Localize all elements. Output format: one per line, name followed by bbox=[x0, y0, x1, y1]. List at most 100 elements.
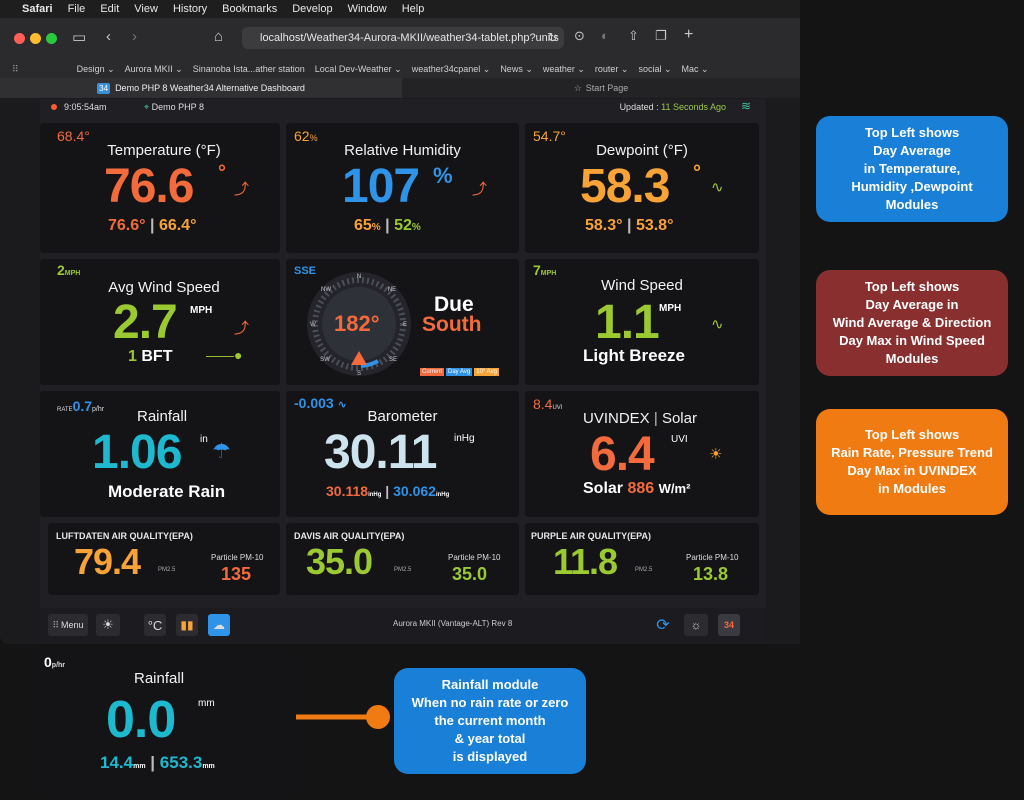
barometer-max-min: 30.118inHg | 30.062inHg bbox=[326, 483, 450, 499]
uv-unit: UVI bbox=[671, 434, 688, 445]
uv-value: 6.4 bbox=[590, 428, 655, 481]
rainfall-module[interactable]: RATE0.7p/hr Rainfall 1.06 in ☂ Moderate … bbox=[40, 391, 280, 517]
fav-design[interactable]: Design ⌄ bbox=[76, 63, 115, 74]
share-icon[interactable]: ⇧ bbox=[628, 28, 639, 43]
menu-button[interactable]: ⠿ Menu bbox=[48, 614, 88, 636]
zoom-window-button[interactable] bbox=[46, 33, 57, 44]
star-icon: ☆ bbox=[573, 82, 582, 93]
brightness-button[interactable]: ☀ bbox=[96, 614, 120, 636]
lamp-icon: ☼ bbox=[690, 618, 702, 632]
compass-legend: Current Day Avg 10° Avg bbox=[420, 368, 499, 376]
address-bar[interactable]: localhost/Weather34-Aurora-MKII/weather3… bbox=[242, 27, 564, 49]
humidity-max-min: 65% | 52% bbox=[354, 217, 421, 234]
menu-app-safari[interactable]: Safari bbox=[22, 3, 53, 15]
barometer-module[interactable]: -0.003 ∿ Barometer 30.11 inHg 30.118inHg… bbox=[286, 391, 519, 517]
rainfall-title: Rainfall bbox=[137, 408, 188, 425]
downloads-icon[interactable]: ⊙ bbox=[574, 28, 585, 43]
compass-ne: NE bbox=[388, 287, 396, 293]
light-mode-button[interactable]: ☼ bbox=[684, 614, 708, 636]
fav-local-dev[interactable]: Local Dev-Weather ⌄ bbox=[314, 63, 402, 74]
aq-luftdaten-module[interactable]: LUFTDATEN AIR QUALITY(EPA) 79.4 PM2.5 Pa… bbox=[48, 523, 280, 595]
aq-luftdaten-title: LUFTDATEN AIR QUALITY(EPA) bbox=[56, 531, 193, 541]
uv-title: UVINDEX | Solar bbox=[583, 410, 697, 427]
close-window-button[interactable] bbox=[14, 33, 25, 44]
unit-toggle-button[interactable]: °C bbox=[144, 614, 166, 636]
new-tab-icon[interactable]: + bbox=[684, 26, 694, 43]
tab-start-page[interactable]: ☆ Start Page bbox=[402, 78, 800, 98]
temp-day-average: 68.4° bbox=[57, 128, 90, 144]
avg-wind-unit: MPH bbox=[190, 305, 213, 316]
compass-sw: SW bbox=[320, 357, 330, 363]
wind-degrees: 182° bbox=[334, 311, 380, 336]
compass-e: E bbox=[403, 322, 407, 328]
uv-solar-module[interactable]: 8.4UVI UVINDEX | Solar 6.4 UVI ☀ Solar 8… bbox=[525, 391, 759, 517]
home-icon[interactable]: ⌂ bbox=[214, 28, 224, 45]
aq-luftdaten-value: 79.4 bbox=[74, 541, 141, 582]
temperature-module[interactable]: 68.4° Temperature (°F) 76.6 ° ⤴ 76.6° | … bbox=[40, 123, 280, 253]
refresh-button[interactable]: ⟳ bbox=[652, 614, 674, 636]
menu-develop[interactable]: Develop bbox=[292, 3, 333, 15]
fav-router[interactable]: router ⌄ bbox=[594, 63, 629, 74]
fav-aurora[interactable]: Aurora MKII ⌄ bbox=[124, 63, 183, 74]
humidity-module[interactable]: 62% Relative Humidity 107 % ⤴ 65% | 52% bbox=[286, 123, 519, 253]
compass-nw: NW bbox=[321, 287, 331, 293]
wind-speed-unit: MPH bbox=[659, 303, 682, 314]
rain-zero-value: 0.0 bbox=[106, 691, 176, 749]
fav-sinanoba[interactable]: Sinanoba Ista...ather station bbox=[192, 64, 305, 74]
weather-button[interactable]: ☁ bbox=[208, 614, 230, 636]
callout-wind: Top Left shows Day Average in Wind Average… bbox=[816, 270, 1008, 376]
compass-day-avg-arc bbox=[360, 359, 379, 368]
menu-bookmarks[interactable]: Bookmarks bbox=[222, 3, 278, 15]
menu-edit[interactable]: Edit bbox=[100, 3, 120, 15]
aq-purple-module[interactable]: PURPLE AIR QUALITY(EPA) 11.8 PM2.5 Parti… bbox=[525, 523, 759, 595]
fav-cpanel[interactable]: weather34cpanel ⌄ bbox=[411, 63, 491, 74]
sidebar-icon[interactable]: ▭ bbox=[72, 29, 87, 46]
callout-rainfall-zero: Rainfall module When no rain rate or zero… bbox=[394, 668, 586, 774]
barometer-title: Barometer bbox=[367, 408, 438, 425]
fav-mac[interactable]: Mac ⌄ bbox=[681, 63, 709, 74]
aq-davis-title: DAVIS AIR QUALITY(EPA) bbox=[294, 531, 405, 541]
menu-file[interactable]: File bbox=[67, 3, 86, 15]
menu-view[interactable]: View bbox=[134, 3, 158, 15]
menu-history[interactable]: History bbox=[172, 3, 208, 15]
rainfall-unit: in bbox=[200, 434, 208, 445]
tab-dashboard[interactable]: 34 Demo PHP 8 Weather34 Alternative Dash… bbox=[0, 78, 402, 98]
fav-weather[interactable]: weather ⌄ bbox=[542, 63, 585, 74]
wifi-icon: ≋ bbox=[740, 99, 751, 113]
compass-s: S bbox=[357, 371, 361, 377]
reload-icon[interactable]: ↻ bbox=[547, 30, 558, 45]
rain-zero-rate: 0p/hr bbox=[44, 654, 66, 670]
minimize-window-button[interactable] bbox=[30, 33, 41, 44]
favorites-grid-icon[interactable]: ⠿ bbox=[12, 63, 19, 74]
solar-reading: Solar 886 W/m² bbox=[583, 480, 691, 497]
fav-social[interactable]: social ⌄ bbox=[638, 63, 672, 74]
wind-speed-module[interactable]: 7MPH Wind Speed 1.1 MPH ∿ Light Breeze bbox=[525, 259, 759, 385]
dewpoint-deg: ° bbox=[693, 162, 701, 184]
compass-pointer bbox=[351, 351, 367, 365]
menu-window[interactable]: Window bbox=[347, 3, 387, 15]
temp-deg: ° bbox=[218, 162, 226, 184]
aq-purple-pm10-label: Particle PM-10 bbox=[686, 553, 739, 562]
aq-davis-module[interactable]: DAVIS AIR QUALITY(EPA) 35.0 PM2.5 Partic… bbox=[286, 523, 519, 595]
wind-direction-module[interactable]: SSE N NE E SE S SW W NW 182° Due South C… bbox=[286, 259, 519, 385]
fav-news[interactable]: News ⌄ bbox=[500, 63, 533, 74]
rain-zero-unit: mm bbox=[198, 698, 215, 709]
humidity-title: Relative Humidity bbox=[344, 142, 461, 159]
avg-wind-module[interactable]: 2MPH Avg Wind Speed 2.7 MPH ⤴ 1 BFT ——● bbox=[40, 259, 280, 385]
forward-icon[interactable]: › bbox=[132, 28, 137, 45]
wind-day-max: 7MPH bbox=[533, 262, 557, 278]
compass-n: N bbox=[357, 274, 361, 280]
menu-help[interactable]: Help bbox=[401, 3, 425, 15]
aq-luftdaten-pm10-label: Particle PM-10 bbox=[211, 553, 264, 562]
tab-overview-icon[interactable]: ❐ bbox=[655, 28, 667, 43]
privacy-icon[interactable]: ◐ bbox=[601, 28, 609, 43]
back-icon[interactable]: ‹ bbox=[106, 28, 111, 45]
trend-up-icon: ⤴ bbox=[472, 181, 488, 198]
browser-toolbar: ▭ ‹ › ⌂ localhost/Weather34-Aurora-MKII/… bbox=[0, 18, 800, 60]
charts-button[interactable]: ▮▮ bbox=[176, 614, 198, 636]
weather34-button[interactable]: 34 bbox=[718, 614, 740, 636]
menu-bar: Safari File Edit View History Bookmarks … bbox=[0, 0, 800, 18]
dewpoint-module[interactable]: 54.7° Dewpoint (°F) 58.3 ° ∿ 58.3° | 53.… bbox=[525, 123, 759, 253]
aq-purple-value: 11.8 bbox=[553, 541, 618, 582]
wind-heading-line1: Due bbox=[434, 293, 474, 316]
